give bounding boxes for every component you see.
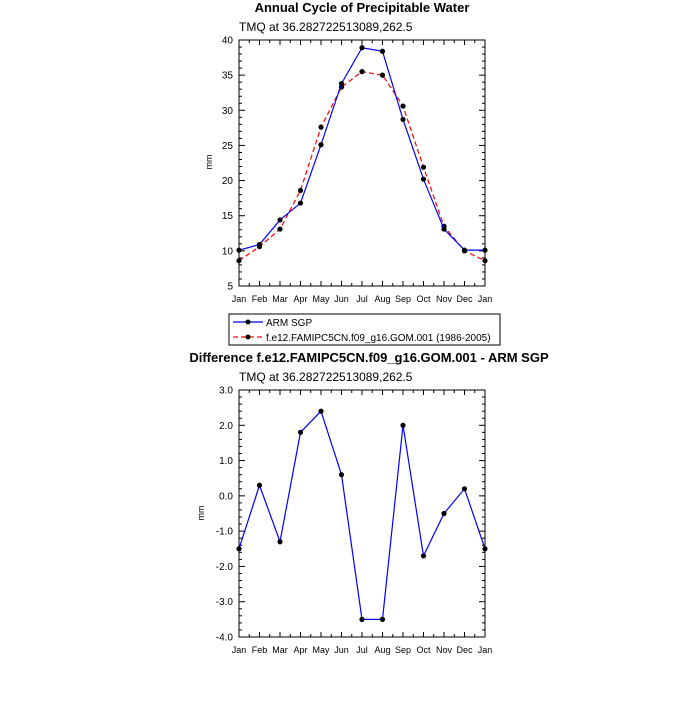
- chart-2-plot-frame: [238, 389, 486, 638]
- x-tick-label: Jan: [232, 294, 247, 304]
- y-tick-label: 5: [227, 282, 233, 293]
- series-0-point: [318, 142, 324, 148]
- y-tick-label: -2.0: [216, 562, 234, 573]
- x-tick-label: Jun: [334, 294, 349, 304]
- series-0-point: [277, 539, 283, 545]
- y-tick-label: -4.0: [216, 633, 234, 644]
- chart-2-title: Difference f.e12.FAMIPC5CN.f09_g16.GOM.0…: [189, 350, 549, 365]
- series-0-point: [236, 247, 242, 253]
- chart-1-plot-frame: [238, 39, 486, 287]
- series-0-point: [256, 241, 263, 248]
- y-tick-label: 1.0: [219, 456, 233, 467]
- series-1-point: [359, 69, 365, 75]
- x-tick-label: Oct: [416, 645, 431, 655]
- legend: ARM SGP f.e12.FAMIPC5CN.f09_g16.GOM.001 …: [228, 313, 501, 346]
- legend-label-model: f.e12.FAMIPC5CN.f09_g16.GOM.001 (1986-20…: [266, 333, 491, 344]
- series-0-point: [441, 510, 447, 517]
- chart-2: Difference f.e12.FAMIPC5CN.f09_g16.GOM.0…: [189, 350, 549, 655]
- series-1-point: [482, 258, 488, 264]
- y-tick-label: 2.0: [219, 421, 233, 432]
- series-0-point: [461, 247, 468, 253]
- series-0-point: [318, 408, 324, 414]
- series-0-point: [482, 546, 488, 552]
- series-1-point: [318, 124, 324, 130]
- y-tick-label: 0.0: [219, 491, 233, 502]
- series-0-point: [379, 48, 386, 54]
- x-tick-label: Jan: [232, 645, 247, 655]
- legend-marker-model: [245, 334, 251, 340]
- series-0-point: [420, 553, 427, 559]
- legend-label-arm: ARM SGP: [266, 318, 312, 329]
- chart-1-ylabel: mm: [204, 155, 214, 170]
- y-tick-label: -1.0: [216, 527, 234, 538]
- x-tick-label: Sep: [395, 294, 411, 304]
- x-tick-label: Nov: [436, 645, 453, 655]
- x-tick-label: Jul: [356, 645, 368, 655]
- series-1-point: [297, 187, 304, 194]
- x-tick-label: Jul: [356, 294, 368, 304]
- x-tick-label: Aug: [374, 645, 390, 655]
- x-tick-label: Feb: [252, 294, 268, 304]
- series-0-point: [400, 116, 406, 123]
- series-0-point: [338, 472, 345, 478]
- series-1-point: [400, 103, 406, 109]
- x-tick-label: Jan: [478, 645, 493, 655]
- y-tick-label: 10: [222, 246, 234, 257]
- chart-2-ylabel: mm: [196, 506, 206, 521]
- series-line-0: [238, 47, 485, 251]
- x-tick-label: May: [312, 294, 330, 304]
- series-1-point: [420, 164, 427, 170]
- series-line-0: [238, 410, 486, 620]
- y-tick-label: 25: [222, 141, 234, 152]
- series-0-point: [482, 247, 488, 253]
- x-tick-label: May: [312, 645, 330, 655]
- series-0-point: [297, 200, 304, 206]
- chart-2-subtitle: TMQ at 36.282722513089,262.5: [239, 370, 413, 384]
- series-0-point: [461, 486, 468, 492]
- series-0-point: [277, 217, 283, 223]
- x-tick-label: Dec: [456, 645, 473, 655]
- series-1-point: [236, 258, 242, 264]
- series-1-point: [379, 72, 386, 78]
- x-tick-label: Aug: [374, 294, 390, 304]
- y-tick-label: 3.0: [219, 386, 233, 397]
- y-tick-label: 20: [222, 176, 234, 187]
- legend-marker-arm: [245, 319, 251, 325]
- series-0-point: [400, 422, 406, 428]
- x-tick-label: Oct: [416, 294, 431, 304]
- series-0-point: [420, 176, 427, 182]
- y-tick-label: 35: [222, 71, 234, 82]
- series-0-point: [441, 226, 447, 232]
- series-0-point: [359, 616, 365, 622]
- chart-1: Annual Cycle of Precipitable Water TMQ a…: [204, 0, 492, 304]
- series-0-point: [256, 482, 263, 488]
- y-tick-label: 30: [222, 106, 234, 117]
- x-tick-label: Apr: [293, 294, 307, 304]
- series-1-point: [277, 226, 283, 232]
- x-tick-label: Jan: [478, 294, 493, 304]
- series-0-point: [297, 429, 304, 435]
- y-tick-label: -3.0: [216, 597, 234, 608]
- x-tick-label: Sep: [395, 645, 411, 655]
- series-0-point: [359, 45, 365, 51]
- x-tick-label: Dec: [456, 294, 473, 304]
- x-tick-label: Feb: [252, 645, 268, 655]
- series-line-1: [238, 70, 486, 262]
- x-tick-label: Nov: [436, 294, 453, 304]
- y-tick-label: 15: [222, 211, 234, 222]
- series-0-point: [379, 616, 386, 622]
- y-tick-label: 40: [222, 36, 234, 47]
- x-tick-label: Mar: [272, 645, 288, 655]
- series-0-point: [338, 80, 345, 87]
- chart-1-subtitle: TMQ at 36.282722513089,262.5: [239, 20, 413, 34]
- x-tick-label: Apr: [293, 645, 307, 655]
- x-tick-label: Mar: [272, 294, 288, 304]
- chart-1-title: Annual Cycle of Precipitable Water: [255, 0, 470, 15]
- series-0-point: [236, 546, 242, 552]
- x-tick-label: Jun: [334, 645, 349, 655]
- legend-box: [228, 313, 501, 346]
